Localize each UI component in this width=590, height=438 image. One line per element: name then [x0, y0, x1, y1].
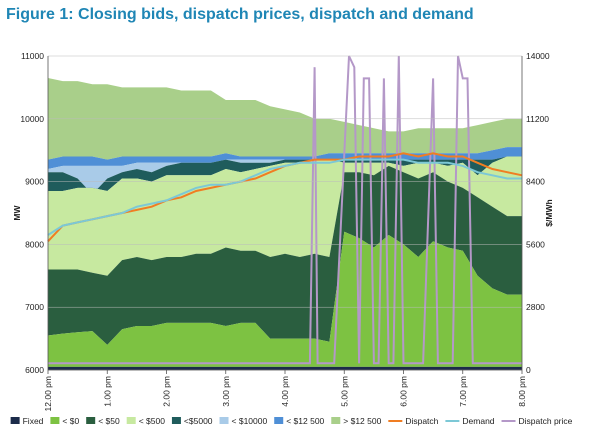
chart-title: Figure 1: Closing bids, dispatch prices,… — [6, 6, 474, 23]
legend-item-5000: <$5000 — [171, 416, 213, 426]
legend-swatch — [50, 417, 60, 424]
legend-item-12-500: > $12 500 — [331, 416, 382, 426]
legend-label: Dispatch — [405, 416, 438, 426]
y-tick-label: 10000 — [20, 114, 44, 124]
area-fixed — [48, 366, 522, 370]
y2-tick-label: 5600 — [526, 239, 545, 249]
y-tick-label: 6000 — [25, 365, 44, 375]
line-series — [47, 55, 523, 365]
legend: Fixed < $0 < $50 < $500 <$5000 < $10000 < $12 … — [10, 416, 573, 426]
x-tick-label: 2.00 pm — [162, 376, 172, 407]
legend-item-500: < $500 — [126, 416, 166, 426]
area-5000 — [48, 156, 522, 195]
legend-swatch — [219, 417, 229, 424]
legend-label: < $12 500 — [286, 416, 324, 426]
y2-tick-label: 0 — [526, 365, 531, 375]
x-tick-label: 6.00 pm — [399, 376, 409, 407]
legend-item-demand: Demand — [445, 416, 495, 426]
area-50 — [48, 165, 522, 345]
x-tick-label: 7.00 pm — [458, 376, 468, 407]
y-tick-label: 7000 — [25, 302, 44, 312]
legend-label: < $500 — [139, 416, 166, 426]
x-tick-label: 4.00 pm — [280, 376, 290, 407]
y-tick-label: 8000 — [25, 239, 44, 249]
y2-tick-label: 11200 — [526, 114, 549, 124]
legend-item-fixed: Fixed — [10, 416, 44, 426]
legend-label: < $10000 — [232, 416, 268, 426]
legend-label: < $0 — [62, 416, 79, 426]
legend-swatch — [331, 417, 341, 424]
axes: 6000 7000 8000 9000 10000 11000 0 2800 5600 8400 1… — [12, 51, 554, 411]
legend-swatch — [274, 417, 284, 424]
legend-label: Fixed — [23, 416, 44, 426]
y2-tick-label: 2800 — [526, 302, 545, 312]
legend-swatch — [126, 417, 136, 424]
y2-tick-label: 8400 — [526, 177, 545, 187]
x-tick-label: 12.00 pm — [43, 376, 53, 411]
legend-label: Demand — [462, 416, 494, 426]
y-tick-label: 9000 — [25, 177, 44, 187]
x-tick-label: 8.00 pm — [517, 376, 527, 407]
legend-label: Dispatch price — [519, 416, 573, 426]
legend-item-dispatch-price: Dispatch price — [501, 416, 573, 426]
legend-item-10000: < $10000 — [219, 416, 268, 426]
line-demand — [47, 158, 522, 236]
x-tick-label: 3.00 pm — [221, 376, 231, 407]
area-500 — [48, 156, 522, 276]
y-tick-label: 11000 — [21, 51, 44, 61]
legend-swatch — [86, 417, 96, 424]
y-axis-label: MW — [12, 204, 22, 220]
legend-label: < $50 — [98, 416, 120, 426]
legend-item-12-500: < $12 500 — [274, 416, 325, 426]
legend-swatch — [10, 417, 20, 424]
legend-swatch — [171, 417, 181, 424]
area-12-500 — [48, 147, 522, 169]
x-tick-label: 1.00 pm — [102, 376, 112, 407]
y2-axis-label: $/MWh — [544, 199, 554, 226]
legend-label: > $12 500 — [343, 416, 381, 426]
legend-item-50: < $50 — [86, 416, 120, 426]
legend-item-0: < $0 — [50, 416, 79, 426]
legend-label: <$5000 — [184, 416, 213, 426]
x-tick-label: 5.00 pm — [339, 376, 349, 407]
legend-item-dispatch: Dispatch — [388, 416, 439, 426]
y2-tick-label: 14000 — [526, 51, 550, 61]
line-dispatch-price — [48, 55, 522, 365]
